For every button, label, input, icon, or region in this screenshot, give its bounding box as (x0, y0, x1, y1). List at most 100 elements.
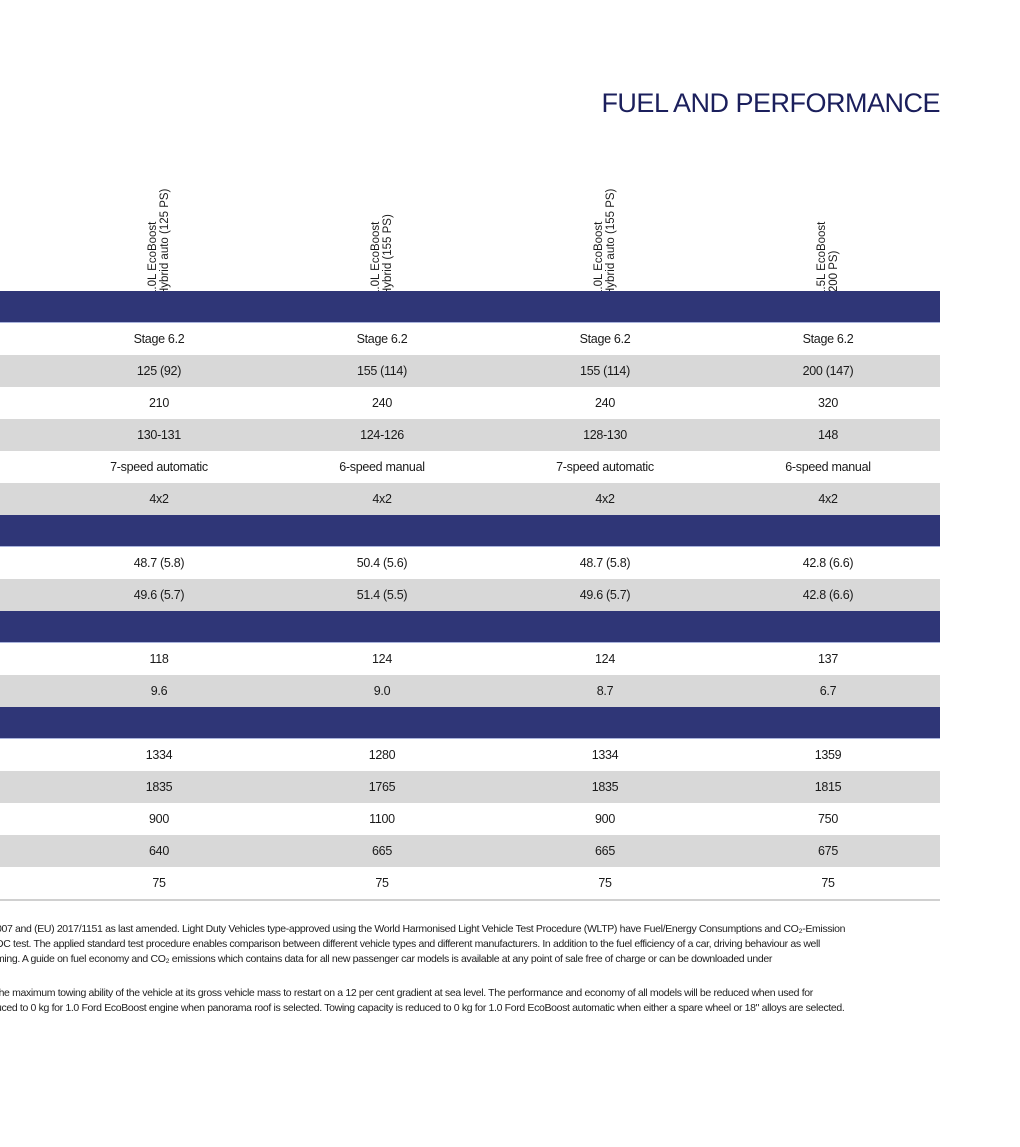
table-cell: Stage 6.2 (579, 332, 631, 346)
section-header-bar (0, 515, 940, 547)
table-cell: 665 (595, 844, 615, 858)
table-cell: 49.6 (5.7) (579, 588, 631, 602)
table-cell: 1334 (591, 748, 619, 762)
table-cell: 200 (147) (802, 364, 854, 378)
table-cell: 675 (818, 844, 838, 858)
spec-table: Stage 6.2 Stage 6.2 Stage 6.2 Stage 6.2 … (0, 291, 940, 901)
table-row: 1334 1280 1334 1359 (0, 739, 940, 771)
table-row: 4x2 4x2 4x2 4x2 (0, 483, 940, 515)
column-header: 1.0L EcoBoost Hybrid auto (125 PS) (147, 189, 267, 296)
table-cell: 75 (821, 876, 835, 890)
column-headers: 1.0L EcoBoost Hybrid auto (125 PS) 1.0L E… (0, 170, 940, 296)
table-cell: 9.6 (150, 684, 168, 698)
table-cell: 4x2 (595, 492, 615, 506)
table-cell: 1334 (145, 748, 173, 762)
column-header: 1.0L EcoBoost Hybrid auto (155 PS) (593, 189, 713, 296)
column-header-line: 1.0L EcoBoost (593, 221, 605, 296)
column-header: 1.5L EcoBoost (200 PS) (816, 222, 936, 296)
table-cell: 640 (149, 844, 169, 858)
table-cell: 8.7 (596, 684, 614, 698)
table-cell: 42.8 (6.6) (802, 556, 854, 570)
table-cell: 900 (595, 812, 615, 826)
column-header-line: Hybrid (155 PS) (382, 214, 394, 296)
table-row: 48.7 (5.8) 50.4 (5.6) 48.7 (5.8) 42.8 (6… (0, 547, 940, 579)
table-cell: 155 (114) (580, 364, 630, 378)
table-row: 640 665 665 675 (0, 835, 940, 867)
table-row: 49.6 (5.7) 51.4 (5.5) 49.6 (5.7) 42.8 (6… (0, 579, 940, 611)
footnote-line: ming. A guide on fuel economy and CO₂ em… (0, 953, 772, 965)
table-cell: 130-131 (137, 428, 181, 442)
footnote-line: uced to 0 kg for 1.0 Ford EcoBoost engin… (0, 1002, 845, 1014)
table-cell: 50.4 (5.6) (356, 556, 408, 570)
footnote-line: the maximum towing ability of the vehicl… (0, 987, 813, 999)
table-cell: 320 (818, 396, 838, 410)
table-cell: 124-126 (360, 428, 404, 442)
table-cell: 124 (595, 652, 615, 666)
table-cell: 118 (149, 652, 169, 666)
table-cell: 240 (372, 396, 392, 410)
table-cell: 75 (152, 876, 166, 890)
table-cell: 1280 (368, 748, 396, 762)
table-row: 130-131 124-126 128-130 148 (0, 419, 940, 451)
table-row: 7-speed automatic 6-speed manual 7-speed… (0, 451, 940, 483)
table-cell: 240 (595, 396, 615, 410)
table-cell: 155 (114) (357, 364, 407, 378)
table-cell: Stage 6.2 (356, 332, 408, 346)
table-cell: 1100 (369, 812, 395, 826)
section-header-bar (0, 707, 940, 739)
table-cell: 665 (372, 844, 392, 858)
table-cell: 48.7 (5.8) (579, 556, 631, 570)
table-cell: 48.7 (5.8) (133, 556, 185, 570)
table-cell: 900 (149, 812, 169, 826)
table-cell: 7-speed automatic (556, 460, 654, 474)
table-cell: 7-speed automatic (110, 460, 208, 474)
section-header-bar (0, 611, 940, 643)
table-row: 1835 1765 1835 1815 (0, 771, 940, 803)
table-cell: 6-speed manual (339, 460, 425, 474)
footnote-paragraph: 007 and (EU) 2017/1151 as last amended. … (0, 922, 940, 967)
table-cell: 75 (375, 876, 389, 890)
table-cell: 9.0 (373, 684, 391, 698)
column-header-line: 1.5L EcoBoost (816, 221, 828, 296)
table-row: Stage 6.2 Stage 6.2 Stage 6.2 Stage 6.2 (0, 323, 940, 355)
table-cell: 75 (598, 876, 612, 890)
table-cell: 1835 (145, 780, 173, 794)
table-cell: 4x2 (149, 492, 169, 506)
footnote-paragraph: the maximum towing ability of the vehicl… (0, 986, 940, 1016)
table-cell: 4x2 (818, 492, 838, 506)
table-cell: 1765 (368, 780, 396, 794)
table-row: 9.6 9.0 8.7 6.7 (0, 675, 940, 707)
footnote-line: 007 and (EU) 2017/1151 as last amended. … (0, 923, 846, 935)
table-cell: 6.7 (819, 684, 837, 698)
table-cell: Stage 6.2 (133, 332, 185, 346)
table-cell: 6-speed manual (785, 460, 871, 474)
table-row: 210 240 240 320 (0, 387, 940, 419)
table-cell: 125 (92) (136, 364, 182, 378)
table-cell: 1815 (814, 780, 842, 794)
section-header-bar (0, 291, 940, 323)
table-cell: 750 (818, 812, 838, 826)
table-cell: 4x2 (372, 492, 392, 506)
table-row: 125 (92) 155 (114) 155 (114) 200 (147) (0, 355, 940, 387)
table-cell: 124 (372, 652, 392, 666)
table-cell: 49.6 (5.7) (133, 588, 185, 602)
table-cell: 1835 (591, 780, 619, 794)
table-cell: 137 (818, 652, 838, 666)
table-cell: 210 (149, 396, 169, 410)
column-header-line: (200 PS) (828, 250, 840, 296)
column-header: 1.0L EcoBoost Hybrid (155 PS) (370, 214, 490, 296)
column-header-line: 1.0L EcoBoost (370, 221, 382, 296)
column-header-line: Hybrid auto (125 PS) (159, 188, 171, 296)
table-cell: 148 (818, 428, 838, 442)
table-cell: 1359 (814, 748, 842, 762)
table-cell: Stage 6.2 (802, 332, 854, 346)
table-row: 75 75 75 75 (0, 867, 940, 901)
table-row: 900 1100 900 750 (0, 803, 940, 835)
table-cell: 51.4 (5.5) (356, 588, 408, 602)
column-header-line: Hybrid auto (155 PS) (605, 188, 617, 296)
page-title: FUEL AND PERFORMANCE (601, 88, 940, 118)
column-header-line: 1.0L EcoBoost (147, 221, 159, 296)
table-cell: 128-130 (583, 428, 627, 442)
footnote-line: DC test. The applied standard test proce… (0, 938, 821, 950)
table-row: 118 124 124 137 (0, 643, 940, 675)
